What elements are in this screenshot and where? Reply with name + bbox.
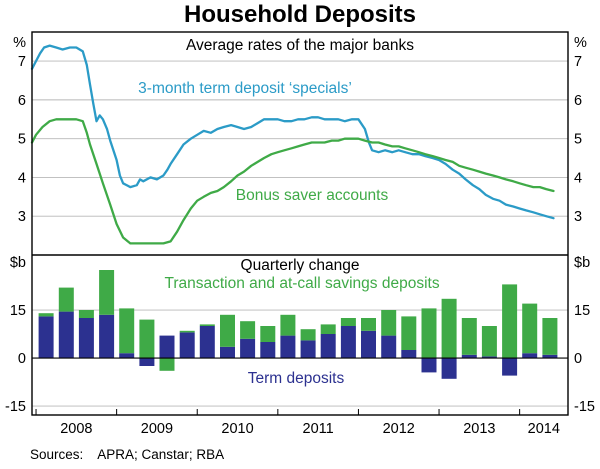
bar-segment-term-deposits: [199, 326, 215, 358]
bar-segment-term-deposits: [260, 342, 276, 358]
bar-segment-savings-deposits: [300, 329, 316, 341]
bar-segment-savings-deposits: [381, 310, 397, 336]
ytick-label: 15: [574, 303, 590, 319]
bar-segment-term-deposits: [159, 335, 175, 358]
ytick-label: 7: [18, 54, 26, 70]
series-annotation: Term deposits: [248, 370, 345, 387]
bar-segment-term-deposits: [220, 346, 235, 358]
bar-segment-savings-deposits: [502, 284, 518, 358]
ytick-label: 5: [18, 132, 26, 148]
unit-label-right-top: %: [574, 35, 587, 51]
bar-segment-term-deposits: [99, 314, 115, 358]
bar-segment-savings-deposits: [461, 318, 477, 355]
bar-segment-term-deposits: [78, 318, 94, 358]
source-note: Sources: APRA; Canstar; RBA: [30, 447, 224, 462]
xtick-label: 2012: [383, 421, 415, 437]
bar-segment-term-deposits: [522, 353, 538, 358]
ytick-label: 0: [18, 351, 26, 367]
bar-segment-savings-deposits: [522, 303, 538, 354]
series-annotation: Transaction and at-call savings deposits: [164, 275, 439, 292]
bar-segment-term-deposits: [421, 358, 437, 373]
bar-segment-savings-deposits: [481, 326, 497, 357]
bar-segment-savings-deposits: [38, 313, 54, 317]
bar-segment-term-deposits: [361, 330, 376, 358]
ytick-label: 5: [574, 132, 582, 148]
ytick-label: -15: [574, 399, 595, 415]
ytick-label: 7: [574, 54, 582, 70]
bar-segment-savings-deposits: [58, 287, 74, 312]
bar-segment-savings-deposits: [401, 316, 417, 350]
bar-segment-term-deposits: [240, 338, 256, 358]
bar-segment-savings-deposits: [139, 319, 155, 358]
bar-segment-savings-deposits: [441, 298, 457, 358]
bar-segment-term-deposits: [542, 354, 558, 358]
bar-segment-savings-deposits: [179, 330, 195, 333]
source-label: Sources:: [30, 447, 84, 462]
unit-label-left-top: %: [13, 35, 26, 51]
bar-segment-term-deposits: [461, 354, 477, 358]
ytick-label: 3: [18, 209, 26, 225]
xtick-label: 2010: [221, 421, 253, 437]
bar-segment-savings-deposits: [78, 310, 94, 318]
unit-label-right-bottom: $b: [574, 255, 590, 271]
line-bonus-saver: [30, 118, 555, 245]
bar-segment-savings-deposits: [542, 318, 558, 355]
bar-segment-savings-deposits: [421, 308, 437, 358]
bar-segment-savings-deposits: [240, 321, 256, 339]
bar-segment-savings-deposits: [159, 358, 175, 371]
xtick-label: 2009: [141, 421, 173, 437]
bar-segment-savings-deposits: [320, 324, 336, 334]
bar-segment-term-deposits: [381, 335, 397, 358]
panel-title-quarterly-change: Quarterly change: [241, 257, 360, 274]
series-annotation: Bonus saver accounts: [236, 187, 389, 204]
bar-segment-savings-deposits: [260, 326, 276, 342]
bar-segment-term-deposits: [119, 353, 135, 358]
bar-segment-term-deposits: [502, 358, 518, 376]
bar-segment-term-deposits: [139, 358, 155, 366]
ytick-label: 4: [18, 170, 26, 186]
bar-segment-term-deposits: [38, 316, 54, 358]
bar-segment-savings-deposits: [119, 308, 135, 354]
bar-segment-savings-deposits: [340, 318, 356, 326]
xtick-label: 2008: [60, 421, 92, 437]
xtick-label: 2013: [463, 421, 495, 437]
ytick-label: 0: [574, 351, 582, 367]
bar-segment-term-deposits: [179, 332, 195, 358]
ytick-label: 4: [574, 170, 582, 186]
plot-frame: [31, 31, 569, 416]
bar-segment-term-deposits: [441, 358, 457, 379]
bar-segment-savings-deposits: [220, 314, 235, 347]
line-specials: [30, 44, 555, 220]
ytick-label: 15: [10, 303, 26, 319]
ytick-label: 6: [18, 93, 26, 109]
unit-label-left-bottom: $b: [10, 255, 26, 271]
bar-segment-savings-deposits: [199, 324, 215, 326]
bar-segment-term-deposits: [320, 334, 336, 358]
chart-title: Household Deposits: [183, 1, 417, 28]
source-text: APRA; Canstar; RBA: [97, 447, 225, 462]
panel-title-rates: Average rates of the major banks: [186, 37, 414, 54]
xtick-label: 2011: [303, 421, 334, 437]
bar-segment-term-deposits: [340, 326, 356, 358]
bar-segment-savings-deposits: [280, 314, 296, 336]
xtick-label: 2014: [528, 421, 560, 437]
series-annotation: 3-month term deposit ‘specials’: [138, 80, 352, 97]
bar-segment-term-deposits: [58, 311, 74, 358]
bar-segment-term-deposits: [280, 335, 296, 358]
ytick-label: -15: [5, 399, 26, 415]
bar-segment-term-deposits: [401, 350, 417, 358]
ytick-label: 6: [574, 93, 582, 109]
bar-segment-term-deposits: [300, 340, 316, 358]
bar-segment-savings-deposits: [361, 318, 376, 331]
bar-segment-savings-deposits: [99, 270, 115, 315]
bar-segment-term-deposits: [481, 356, 497, 358]
ytick-label: 3: [574, 209, 582, 225]
